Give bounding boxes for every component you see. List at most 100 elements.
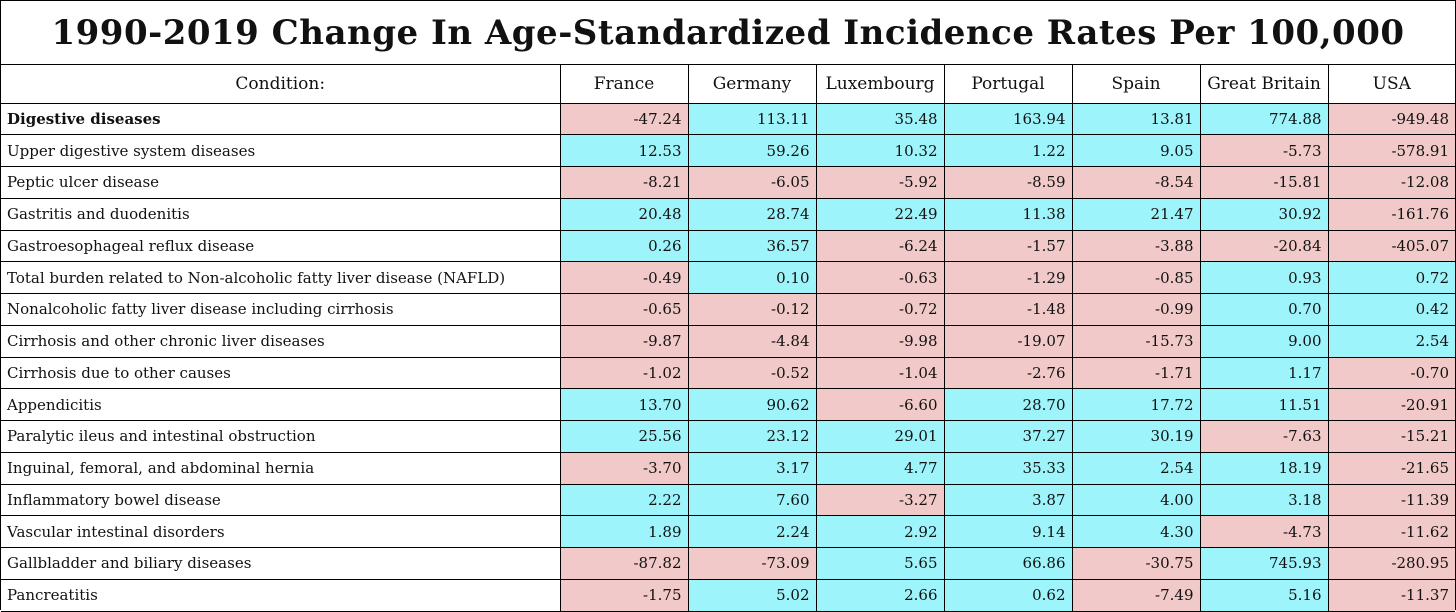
- column-header-germany: Germany: [687, 65, 817, 104]
- table-row: Digestive diseases -47.24 113.11 35.48 163.9…: [1, 102, 1455, 136]
- value-cell: -11.39: [1327, 483, 1455, 517]
- condition-label: Gastroesophageal reflux disease: [1, 229, 561, 263]
- value-cell: -2.76: [943, 356, 1073, 390]
- value-cell: -0.49: [559, 261, 689, 294]
- value-cell: -4.73: [1199, 515, 1329, 548]
- condition-label: Cirrhosis and other chronic liver diseas…: [1, 324, 561, 358]
- value-cell: -8.59: [943, 166, 1073, 199]
- value-cell: -9.98: [815, 324, 945, 358]
- value-cell: 9.05: [1071, 134, 1201, 167]
- value-cell: -7.49: [1071, 578, 1201, 612]
- column-header-luxembourg: Luxembourg: [815, 65, 945, 104]
- value-cell: -11.37: [1327, 578, 1455, 612]
- value-cell: 9.14: [943, 515, 1073, 548]
- value-cell: 11.51: [1199, 388, 1329, 421]
- header-row: Condition: France Germany Luxembourg Portuga…: [1, 65, 1455, 104]
- condition-label: Gallbladder and biliary diseases: [1, 547, 561, 580]
- chart-title: 1990-2019 Change In Age-Standardized Inc…: [1, 1, 1455, 65]
- value-cell: -4.84: [687, 324, 817, 358]
- value-cell: -30.75: [1071, 547, 1201, 580]
- column-header-france: France: [559, 65, 689, 104]
- value-cell: 0.72: [1327, 261, 1455, 294]
- condition-label: Peptic ulcer disease: [1, 166, 561, 199]
- value-cell: 113.11: [687, 102, 817, 136]
- value-cell: -949.48: [1327, 102, 1455, 136]
- value-cell: 5.02: [687, 578, 817, 612]
- table-row: Upper digestive system diseases 12.53 59.2…: [1, 134, 1455, 167]
- value-cell: 5.16: [1199, 578, 1329, 612]
- condition-label: Digestive diseases: [1, 102, 561, 136]
- value-cell: 23.12: [687, 420, 817, 453]
- value-cell: -1.48: [943, 293, 1073, 326]
- value-cell: -405.07: [1327, 229, 1455, 263]
- value-cell: -1.04: [815, 356, 945, 390]
- value-cell: -8.54: [1071, 166, 1201, 199]
- value-cell: -0.12: [687, 293, 817, 326]
- value-cell: -19.07: [943, 324, 1073, 358]
- value-cell: -280.95: [1327, 547, 1455, 580]
- value-cell: -1.29: [943, 261, 1073, 294]
- column-header-usa: USA: [1327, 65, 1455, 104]
- value-cell: 0.70: [1199, 293, 1329, 326]
- table-row: Vascular intestinal disorders 1.89 2.24 2.9…: [1, 515, 1455, 548]
- condition-label: Appendicitis: [1, 388, 561, 421]
- column-header-spain: Spain: [1071, 65, 1201, 104]
- column-header-portugal: Portugal: [943, 65, 1073, 104]
- value-cell: 4.30: [1071, 515, 1201, 548]
- table-row: Pancreatitis -1.75 5.02 2.66 0.62 -7.49 5.16 -1…: [1, 578, 1455, 612]
- value-cell: 3.87: [943, 483, 1073, 517]
- value-cell: -6.05: [687, 166, 817, 199]
- value-cell: 29.01: [815, 420, 945, 453]
- value-cell: -0.65: [559, 293, 689, 326]
- value-cell: 0.26: [559, 229, 689, 263]
- condition-label: Paralytic ileus and intestinal obstructi…: [1, 420, 561, 453]
- table-row: Cirrhosis and other chronic liver diseas…: [1, 324, 1455, 358]
- value-cell: -1.57: [943, 229, 1073, 263]
- value-cell: -87.82: [559, 547, 689, 580]
- value-cell: 2.66: [815, 578, 945, 612]
- table-body: Digestive diseases -47.24 113.11 35.48 163.9…: [1, 102, 1455, 612]
- value-cell: -1.71: [1071, 356, 1201, 390]
- condition-label: Upper digestive system diseases: [1, 134, 561, 167]
- value-cell: 36.57: [687, 229, 817, 263]
- value-cell: 17.72: [1071, 388, 1201, 421]
- condition-label: Gastritis and duodenitis: [1, 197, 561, 231]
- value-cell: 774.88: [1199, 102, 1329, 136]
- value-cell: 0.10: [687, 261, 817, 294]
- value-cell: 90.62: [687, 388, 817, 421]
- column-header-great-britain: Great Britain: [1199, 65, 1329, 104]
- condition-label: Total burden related to Non-alcoholic fa…: [1, 261, 561, 294]
- value-cell: -12.08: [1327, 166, 1455, 199]
- value-cell: -5.73: [1199, 134, 1329, 167]
- value-cell: 2.54: [1327, 324, 1455, 358]
- table-row: Nonalcoholic fatty liver disease includi…: [1, 293, 1455, 326]
- value-cell: 13.70: [559, 388, 689, 421]
- value-cell: 59.26: [687, 134, 817, 167]
- value-cell: 30.19: [1071, 420, 1201, 453]
- value-cell: 3.18: [1199, 483, 1329, 517]
- value-cell: -3.88: [1071, 229, 1201, 263]
- value-cell: -47.24: [559, 102, 689, 136]
- value-cell: -20.91: [1327, 388, 1455, 421]
- value-cell: -6.60: [815, 388, 945, 421]
- value-cell: -21.65: [1327, 451, 1455, 485]
- table-row: Total burden related to Non-alcoholic fa…: [1, 261, 1455, 294]
- value-cell: -15.81: [1199, 166, 1329, 199]
- value-cell: 35.48: [815, 102, 945, 136]
- value-cell: 35.33: [943, 451, 1073, 485]
- table-row: Inflammatory bowel disease 2.22 7.60 -3.27 3…: [1, 483, 1455, 517]
- condition-label: Cirrhosis due to other causes: [1, 356, 561, 390]
- value-cell: 0.62: [943, 578, 1073, 612]
- value-cell: -0.72: [815, 293, 945, 326]
- value-cell: 18.19: [1199, 451, 1329, 485]
- column-header-condition: Condition:: [1, 65, 561, 104]
- value-cell: -15.21: [1327, 420, 1455, 453]
- value-cell: 745.93: [1199, 547, 1329, 580]
- value-cell: -0.63: [815, 261, 945, 294]
- value-cell: -8.21: [559, 166, 689, 199]
- value-cell: -0.85: [1071, 261, 1201, 294]
- value-cell: -15.73: [1071, 324, 1201, 358]
- value-cell: -5.92: [815, 166, 945, 199]
- value-cell: -20.84: [1199, 229, 1329, 263]
